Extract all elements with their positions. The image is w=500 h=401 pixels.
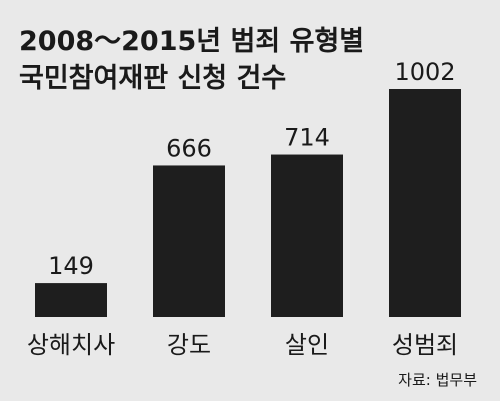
- chart-title-line-1: 2008～2015년 범죄 유형별: [19, 26, 364, 57]
- category-label-2: 강도: [167, 331, 211, 359]
- value-label-2: 666: [166, 134, 212, 162]
- bar-3: [271, 154, 343, 317]
- value-label-4: 1002: [394, 58, 455, 86]
- bars-group: [35, 89, 461, 317]
- chart-title-line-2: 국민참여재판 신청 건수: [19, 63, 286, 94]
- category-labels-group: 상해치사 강도 살인 성범죄: [27, 331, 458, 359]
- source-note: 자료: 법무부: [398, 371, 477, 389]
- category-label-1: 상해치사: [27, 331, 115, 359]
- category-label-4: 성범죄: [392, 331, 458, 359]
- value-label-3: 714: [284, 124, 330, 152]
- value-labels-group: 149 666 714 1002: [48, 58, 455, 280]
- bar-1: [35, 283, 107, 317]
- value-label-1: 149: [48, 252, 94, 280]
- category-label-3: 살인: [285, 331, 329, 359]
- bar-4: [389, 89, 461, 317]
- bar-2: [153, 165, 225, 317]
